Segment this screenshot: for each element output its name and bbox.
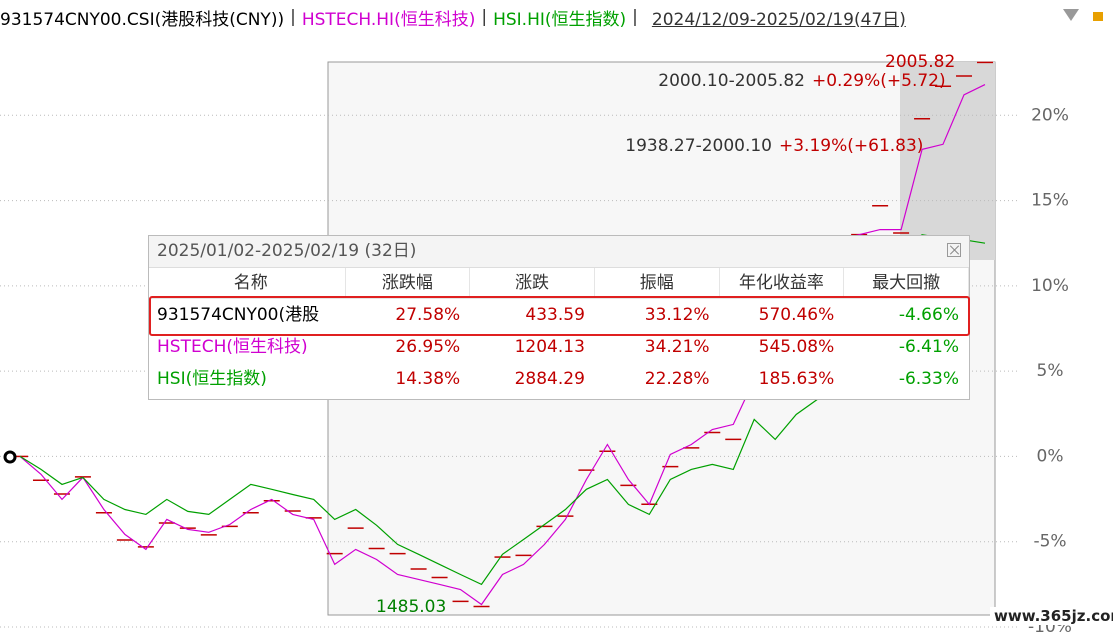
dropdown-icon[interactable] xyxy=(1063,9,1079,21)
column-header: 年化收益率 xyxy=(720,268,845,298)
table-cell: 545.08% xyxy=(758,337,835,357)
table-cell: 185.63% xyxy=(758,369,835,389)
table-cell: 931574CNY00(港股 xyxy=(157,305,320,325)
annotation: 2000.10-2005.82 xyxy=(658,71,805,91)
watermark: www.365jz.com xyxy=(990,607,1113,625)
y-tick-label: 0% xyxy=(1037,446,1064,466)
table-header: 名称 涨跌幅 涨跌 振幅 年化收益率 最大回撤 xyxy=(149,268,969,299)
table-cell: HSTECH(恒生科技) xyxy=(157,337,308,357)
annotation: +0.29%(+5.72) xyxy=(812,71,946,91)
column-header: 涨跌 xyxy=(470,268,595,298)
table-cell: 2884.29 xyxy=(514,369,585,389)
annotation: 1485.03 xyxy=(376,597,446,617)
table-cell: 14.38% xyxy=(395,369,461,389)
y-tick-label: 5% xyxy=(1037,361,1064,381)
column-header: 名称 xyxy=(149,268,346,298)
legend-item: | xyxy=(481,7,488,27)
popup-title: 2025/01/02-2025/02/19 (32日) xyxy=(149,236,969,268)
annotation: +3.19%(+61.83) xyxy=(779,136,923,156)
legend-item: | xyxy=(290,7,296,27)
table-cell: -4.66% xyxy=(898,305,959,325)
column-header: 最大回撤 xyxy=(844,268,969,298)
date-range[interactable]: 2024/12/09-2025/02/19(47日) xyxy=(651,9,906,30)
close-button[interactable] xyxy=(947,243,961,257)
lock-icon[interactable] xyxy=(1093,12,1103,21)
y-tick-label: 10% xyxy=(1031,276,1069,296)
highlight-area xyxy=(900,62,995,260)
table-cell: 33.12% xyxy=(644,305,710,325)
legend-item: HSI.HI(恒生指数) xyxy=(493,9,627,30)
table-row: HSI(恒生指数) 14.38% 2884.29 22.28% 185.63% -6.33… xyxy=(149,363,969,395)
table-cell: 1204.13 xyxy=(514,337,585,357)
y-tick-label: -5% xyxy=(1033,532,1066,552)
highlight-box xyxy=(149,296,970,336)
table-cell: -6.33% xyxy=(898,369,959,389)
table-row: 931574CNY00(港股 27.58% 433.59 33.12% 570.46% -… xyxy=(149,299,969,331)
table-cell: 433.59 xyxy=(525,305,585,325)
legend-item: | xyxy=(632,7,638,27)
header: 931574CNY00.CSI(港股科技(CNY)) | HSTECH.HI(恒生科… xyxy=(0,4,906,30)
legend-item: 931574CNY00.CSI(港股科技(CNY)) xyxy=(0,9,285,30)
column-header: 振幅 xyxy=(595,268,720,298)
table-cell: -6.41% xyxy=(898,337,959,357)
legend-item: HSTECH.HI(恒生科技) xyxy=(301,9,476,30)
table-cell: 27.58% xyxy=(395,305,461,325)
annotation: 1938.27-2000.10 xyxy=(625,136,772,156)
popup-title-text: 2025/01/02-2025/02/19 (32日) xyxy=(157,241,417,261)
column-header: 涨跌幅 xyxy=(346,268,471,298)
stats-popup: 2025/01/02-2025/02/19 (32日) 名称 涨跌幅 涨跌 振幅 年化收… xyxy=(148,235,970,400)
start-marker xyxy=(3,450,17,464)
table-cell: 34.21% xyxy=(644,337,710,357)
y-tick-label: 15% xyxy=(1031,191,1069,211)
table-row: HSTECH(恒生科技) 26.95% 1204.13 34.21% 545.08% -6… xyxy=(149,331,969,363)
table-cell: 22.28% xyxy=(644,369,710,389)
table-cell: HSI(恒生指数) xyxy=(157,369,267,389)
table-cell: 570.46% xyxy=(758,305,835,325)
annotation: 2005.82 xyxy=(885,52,955,72)
table-cell: 26.95% xyxy=(395,337,461,357)
y-tick-label: 20% xyxy=(1031,105,1069,125)
